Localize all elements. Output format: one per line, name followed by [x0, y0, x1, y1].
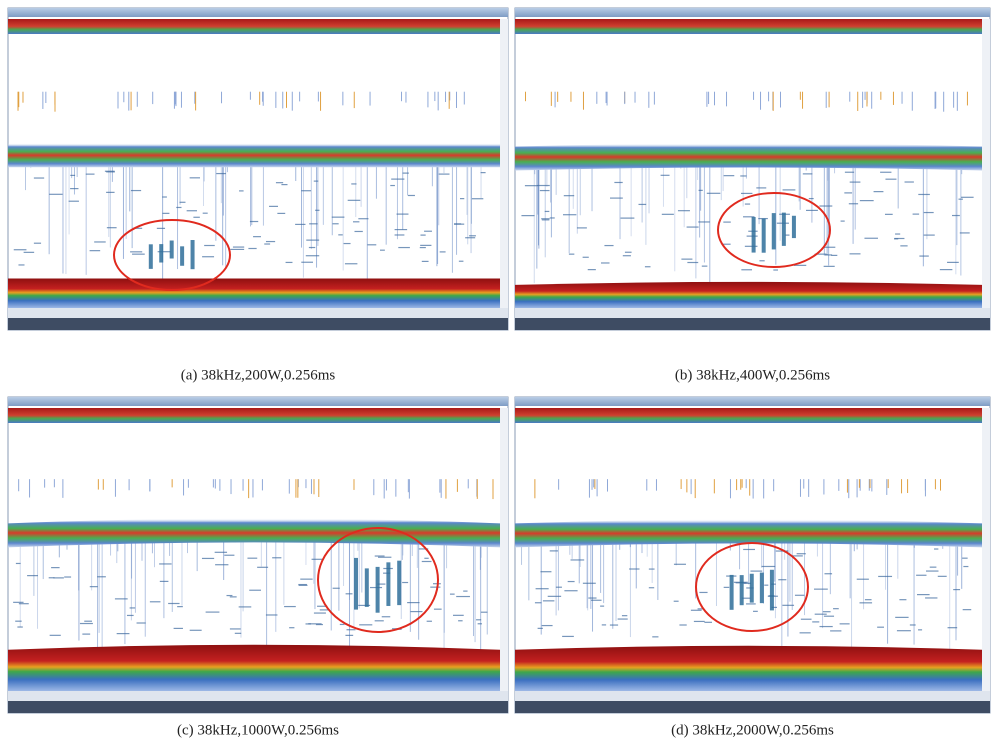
echogram-background — [7, 7, 509, 331]
scroll-bar — [515, 308, 990, 318]
panel-caption: (a) 38kHz,200W,0.256ms — [181, 367, 336, 383]
seabed — [8, 278, 500, 308]
surface-band — [8, 408, 500, 423]
window-title-bar — [8, 8, 508, 17]
fish-school — [354, 557, 358, 610]
taskbar — [8, 701, 508, 713]
depth-scale — [982, 19, 990, 311]
window-title-bar — [515, 8, 990, 17]
highlight-ellipse — [113, 219, 231, 291]
scroll-bar — [8, 691, 508, 701]
fish-school — [749, 573, 754, 603]
surface-band — [515, 408, 982, 423]
fish-school — [751, 217, 756, 253]
fish-school — [375, 566, 380, 613]
window-title-bar — [8, 397, 508, 406]
highlight-ellipse — [695, 542, 809, 632]
depth-scale — [500, 19, 508, 311]
fish-school — [781, 212, 786, 246]
panel-caption: (d) 38kHz,2000W,0.256ms — [671, 722, 834, 738]
fish-school — [769, 569, 774, 611]
taskbar — [8, 318, 508, 330]
panel-caption: (b) 38kHz,400W,0.256ms — [675, 367, 830, 383]
panel-caption: (c) 38kHz,1000W,0.256ms — [177, 722, 339, 738]
seabed — [8, 644, 500, 691]
window-title-bar — [515, 397, 990, 406]
fish-school — [148, 244, 153, 269]
seabed — [515, 645, 982, 691]
fish-school — [169, 240, 174, 259]
taskbar — [515, 318, 990, 330]
highlight-ellipse — [717, 192, 831, 268]
highlight-ellipse — [317, 527, 439, 633]
scattering-layer — [515, 519, 982, 548]
fish-school — [771, 213, 776, 250]
scattering-layer — [8, 518, 500, 548]
fish-school — [364, 568, 369, 607]
fish-school — [159, 244, 164, 263]
fish-school — [729, 574, 734, 610]
taskbar — [515, 701, 990, 713]
echogram-window — [514, 7, 991, 331]
fish-school — [761, 218, 766, 253]
echogram-window — [7, 396, 509, 714]
scroll-bar — [8, 308, 508, 318]
fish-school — [386, 562, 391, 606]
depth-scale — [982, 408, 990, 694]
fish-school — [759, 572, 764, 604]
fish-school — [190, 240, 195, 270]
surface-band — [515, 19, 982, 34]
scattering-layer — [515, 143, 982, 171]
scroll-bar — [515, 691, 990, 701]
surface-band — [8, 19, 500, 34]
fish-school — [791, 215, 796, 239]
scattering-layer — [8, 143, 500, 168]
echogram-window — [7, 7, 509, 331]
fish-school — [180, 246, 185, 266]
seabed — [515, 281, 982, 308]
fish-school — [397, 560, 402, 606]
echogram-window — [514, 396, 991, 714]
fish-school — [739, 575, 744, 606]
depth-scale — [500, 408, 508, 694]
